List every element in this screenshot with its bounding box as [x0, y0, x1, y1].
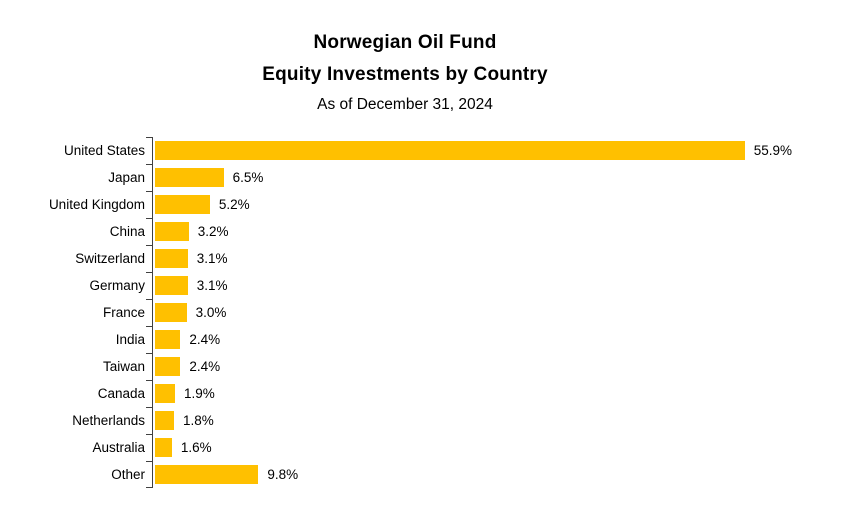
value-label: 9.8%	[267, 467, 299, 482]
bar-row: United Kingdom 5.2%	[0, 191, 852, 218]
value-label: 3.0%	[195, 305, 227, 320]
bar-area: 3.1%	[152, 245, 852, 272]
value-label: 1.8%	[182, 413, 214, 428]
bar-row: Netherlands 1.8%	[0, 407, 852, 434]
category-label: Germany	[89, 278, 145, 293]
category-label: China	[109, 224, 145, 239]
axis-tick	[146, 137, 152, 138]
bar-area: 5.2%	[152, 191, 852, 218]
axis-tick	[146, 434, 152, 435]
bar-row: Germany 3.1%	[0, 272, 852, 299]
category-label: Canada	[97, 386, 145, 401]
chart-subtitle: As of December 31, 2024	[317, 96, 493, 113]
bar	[155, 276, 188, 295]
bar-area: 6.5%	[152, 164, 852, 191]
value-label: 55.9%	[753, 143, 793, 158]
bar	[155, 168, 224, 187]
value-label: 2.4%	[189, 359, 221, 374]
bar-area: 3.2%	[152, 218, 852, 245]
axis-tick	[146, 326, 152, 327]
category-label: Japan	[108, 170, 145, 185]
bar	[155, 357, 181, 376]
axis-tick	[146, 487, 152, 488]
y-axis-line	[152, 137, 153, 488]
value-label: 3.1%	[196, 251, 228, 266]
bar-area: 55.9%	[152, 137, 852, 164]
bar-area: 9.8%	[152, 461, 852, 488]
value-label: 6.5%	[232, 170, 264, 185]
bar	[155, 222, 189, 241]
chart-title-line2: Equity Investments by Country	[262, 64, 548, 85]
bar-row: Switzerland 3.1%	[0, 245, 852, 272]
bar-area: 1.9%	[152, 380, 852, 407]
axis-tick	[146, 164, 152, 165]
bar-area: 3.1%	[152, 272, 852, 299]
axis-tick	[146, 461, 152, 462]
bar-row: Taiwan 2.4%	[0, 353, 852, 380]
bar	[155, 411, 174, 430]
category-label: Switzerland	[75, 251, 145, 266]
category-label: Australia	[92, 440, 145, 455]
bar-row: United States 55.9%	[0, 137, 852, 164]
chart-header: Norwegian Oil Fund Equity Investments by…	[0, 27, 810, 119]
category-label: India	[115, 332, 145, 347]
bar	[155, 330, 181, 349]
bar-area: 1.8%	[152, 407, 852, 434]
axis-tick	[146, 407, 152, 408]
axis-tick	[146, 191, 152, 192]
bar-row: Other 9.8%	[0, 461, 852, 488]
bar-chart: United States 55.9% Japan 6.5% United Kingdo…	[0, 137, 852, 488]
value-label: 3.2%	[197, 224, 229, 239]
category-label: France	[102, 305, 145, 320]
bar-row: France 3.0%	[0, 299, 852, 326]
bar	[155, 384, 176, 403]
bar-row: China 3.2%	[0, 218, 852, 245]
bar-area: 2.4%	[152, 353, 852, 380]
chart-title-line1: Norwegian Oil Fund	[313, 32, 497, 53]
bar	[155, 141, 745, 160]
bar-row: India 2.4%	[0, 326, 852, 353]
bar	[155, 303, 187, 322]
value-label: 1.9%	[184, 386, 215, 401]
axis-tick	[146, 380, 152, 381]
category-label: United Kingdom	[48, 197, 145, 212]
bar	[155, 465, 259, 484]
axis-tick	[146, 272, 152, 273]
category-label: United States	[63, 143, 145, 158]
value-label: 5.2%	[218, 197, 250, 212]
value-label: 3.1%	[196, 278, 228, 293]
bar	[155, 195, 210, 214]
bar-area: 3.0%	[152, 299, 852, 326]
axis-tick	[146, 218, 152, 219]
value-label: 2.4%	[189, 332, 221, 347]
category-label: Netherlands	[72, 413, 145, 428]
bar	[155, 249, 188, 268]
bar-area: 2.4%	[152, 326, 852, 353]
plot-rows: United States 55.9% Japan 6.5% United Kingdo…	[0, 137, 852, 488]
bar-row: Japan 6.5%	[0, 164, 852, 191]
category-label: Other	[111, 467, 145, 482]
bar	[155, 438, 172, 457]
bar-area: 1.6%	[152, 434, 852, 461]
category-label: Taiwan	[102, 359, 145, 374]
axis-tick	[146, 245, 152, 246]
bar-row: Canada 1.9%	[0, 380, 852, 407]
bar-row: Australia 1.6%	[0, 434, 852, 461]
axis-tick	[146, 353, 152, 354]
value-label: 1.6%	[180, 440, 212, 455]
axis-tick	[146, 299, 152, 300]
